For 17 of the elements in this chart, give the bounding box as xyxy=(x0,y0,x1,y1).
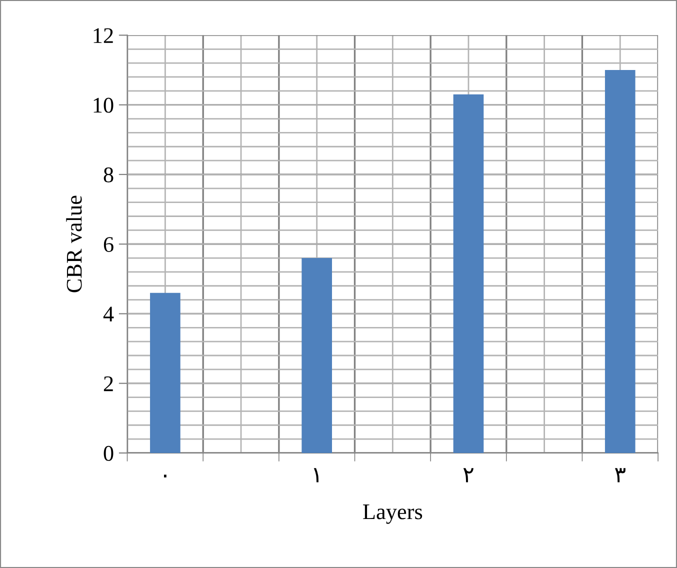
y-tick-label: 4 xyxy=(103,306,114,322)
bar xyxy=(453,94,484,453)
y-tick-label: 10 xyxy=(94,98,114,113)
y-tick-label: 2 xyxy=(104,376,113,392)
x-tick-label: ٣ xyxy=(614,468,626,482)
y-tick-label: 6 xyxy=(104,237,114,252)
bar xyxy=(150,292,180,453)
y-axis-title: CBR value xyxy=(66,196,82,292)
y-tick-label: 8 xyxy=(104,167,114,182)
bar xyxy=(604,70,636,453)
x-tick-label: ٢ xyxy=(463,468,474,482)
y-tick-label: 12 xyxy=(94,28,113,43)
bar xyxy=(302,258,332,453)
x-axis-title: Layers xyxy=(363,504,422,524)
y-tick-label: 0 xyxy=(104,446,114,461)
x-tick-label: ٠ xyxy=(164,474,166,478)
x-tick-label: ١ xyxy=(314,468,318,482)
